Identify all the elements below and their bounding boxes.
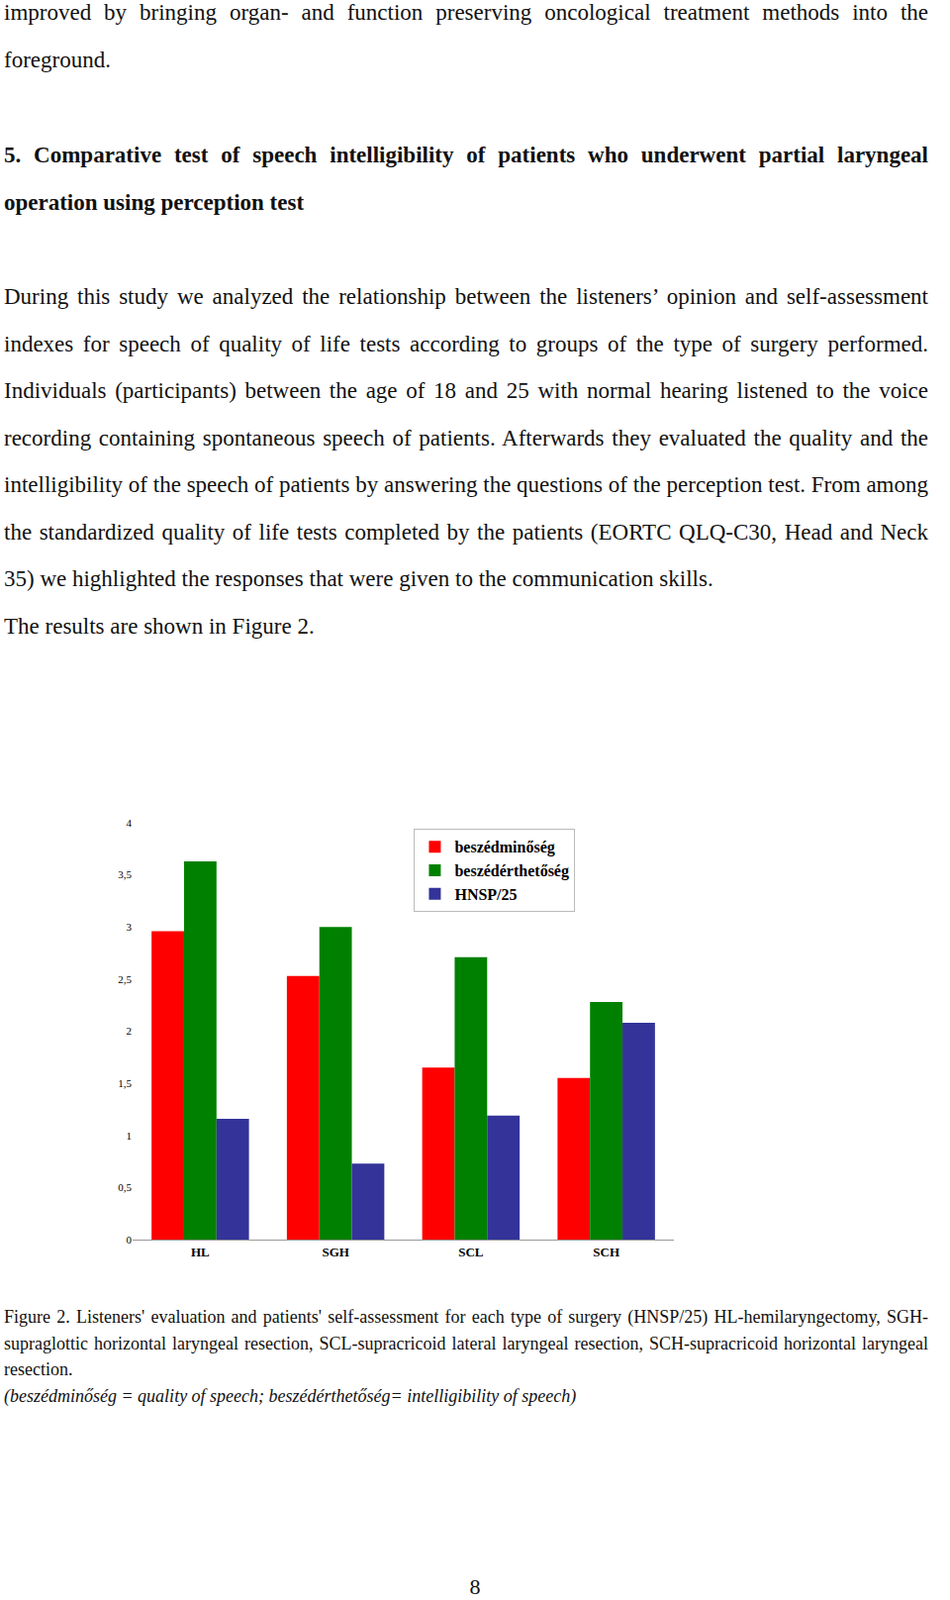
html-text:Figure 2. Listeners' evaluatio: Figure 2. Listeners' evaluation and pati… [3,1306,929,1379]
html-text:(beszédminőség = quality of sp: (beszédminőség = quality of speech; besz… [3,1384,577,1405]
svg-text:2: 2 [126,1024,133,1037]
svg-text:1: 1 [126,1129,133,1141]
svg-text:beszédminőség: beszédminőség [454,838,555,856]
svg-text:HNSP/25: HNSP/25 [454,885,517,903]
svg-text:SGH: SGH [321,1243,349,1259]
svg-text:SCH: SCH [592,1243,620,1259]
svg-text:0,5: 0,5 [117,1180,132,1193]
html-text:5. Comparative test of speech: 5. Comparative test of speech intelligib… [3,142,929,215]
svg-text:HL: HL [190,1243,210,1259]
svg-text:SCL: SCL [458,1243,484,1259]
svg-text:0: 0 [126,1233,133,1245]
svg-text:4: 4 [126,816,133,829]
svg-text:beszédérthetőség: beszédérthetőség [454,861,570,880]
html-text:8: 8 [469,1573,481,1599]
svg-text:2,5: 2,5 [117,972,132,985]
svg-text:1,5: 1,5 [117,1076,132,1089]
svg-text:3,5: 3,5 [117,867,132,880]
html-text:improved by bringing organ- an: improved by bringing organ- and function… [3,0,929,72]
svg-text:3: 3 [126,920,133,933]
html-text:The results are shown in Figur: The results are shown in Figure 2. [3,613,315,638]
html-text:During this study we analyzed: During this study we analyzed the relati… [3,284,929,591]
